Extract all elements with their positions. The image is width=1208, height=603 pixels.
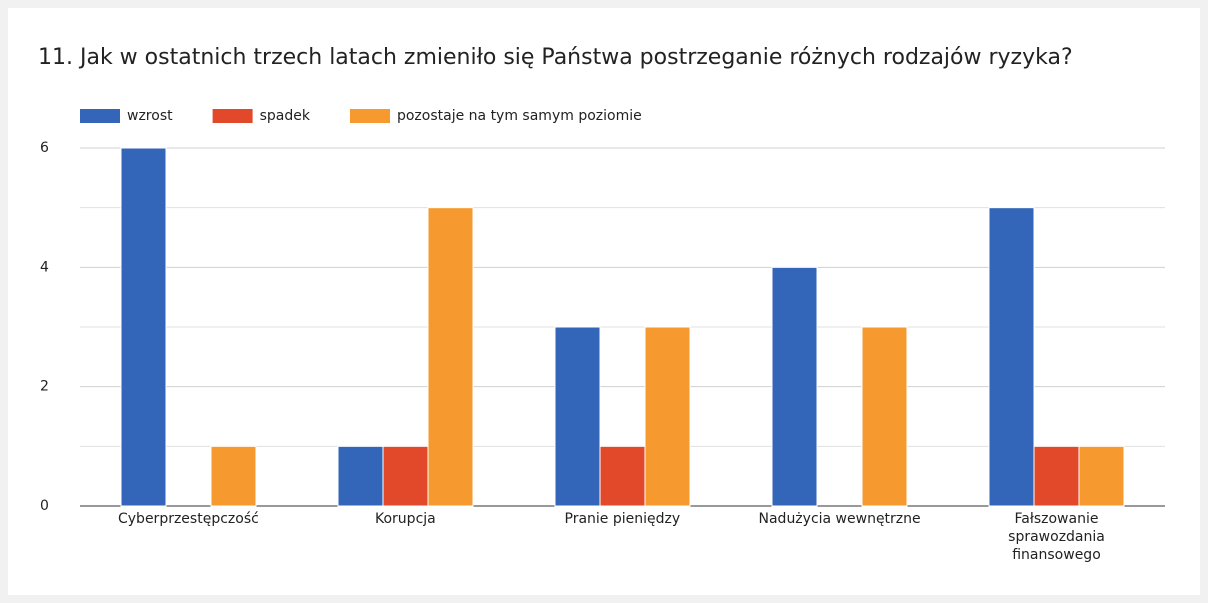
chart-card: 11. Jak w ostatnich trzech latach zmieni… bbox=[8, 8, 1200, 595]
bar bbox=[771, 266, 818, 507]
legend-swatch bbox=[212, 109, 253, 123]
x-tick-label: Nadużycia wewnętrzne bbox=[758, 511, 921, 527]
legend-label: spadek bbox=[260, 108, 311, 124]
bar bbox=[1078, 445, 1125, 507]
bar bbox=[120, 147, 167, 507]
legend-swatch bbox=[349, 109, 390, 123]
bar bbox=[382, 445, 429, 507]
bar bbox=[599, 445, 646, 507]
chart-title: 11. Jak w ostatnich trzech latach zmieni… bbox=[38, 45, 1073, 70]
x-tick-label: Pranie pieniędzy bbox=[564, 511, 681, 527]
legend-label: wzrost bbox=[127, 108, 173, 124]
y-tick-label: 0 bbox=[40, 498, 49, 514]
bar bbox=[427, 207, 474, 507]
y-tick-label: 4 bbox=[40, 259, 49, 275]
legend-label: pozostaje na tym samym poziomie bbox=[397, 108, 642, 124]
x-tick-label: Cyberprzestępczość bbox=[118, 511, 259, 527]
bar bbox=[337, 445, 384, 507]
y-tick-label: 6 bbox=[40, 140, 49, 156]
bar bbox=[644, 326, 691, 507]
bar bbox=[554, 326, 601, 507]
bar bbox=[988, 207, 1035, 507]
chart: 11. Jak w ostatnich trzech latach zmieni… bbox=[38, 45, 1165, 514]
bar bbox=[1033, 445, 1080, 507]
x-tick-label: Korupcja bbox=[375, 511, 436, 527]
bar bbox=[861, 326, 908, 507]
y-tick-label: 2 bbox=[40, 379, 49, 395]
bar bbox=[210, 445, 257, 507]
legend-swatch bbox=[80, 109, 120, 123]
x-tick-label: Fałszowanie sprawozdania finansowego bbox=[1008, 511, 1105, 563]
